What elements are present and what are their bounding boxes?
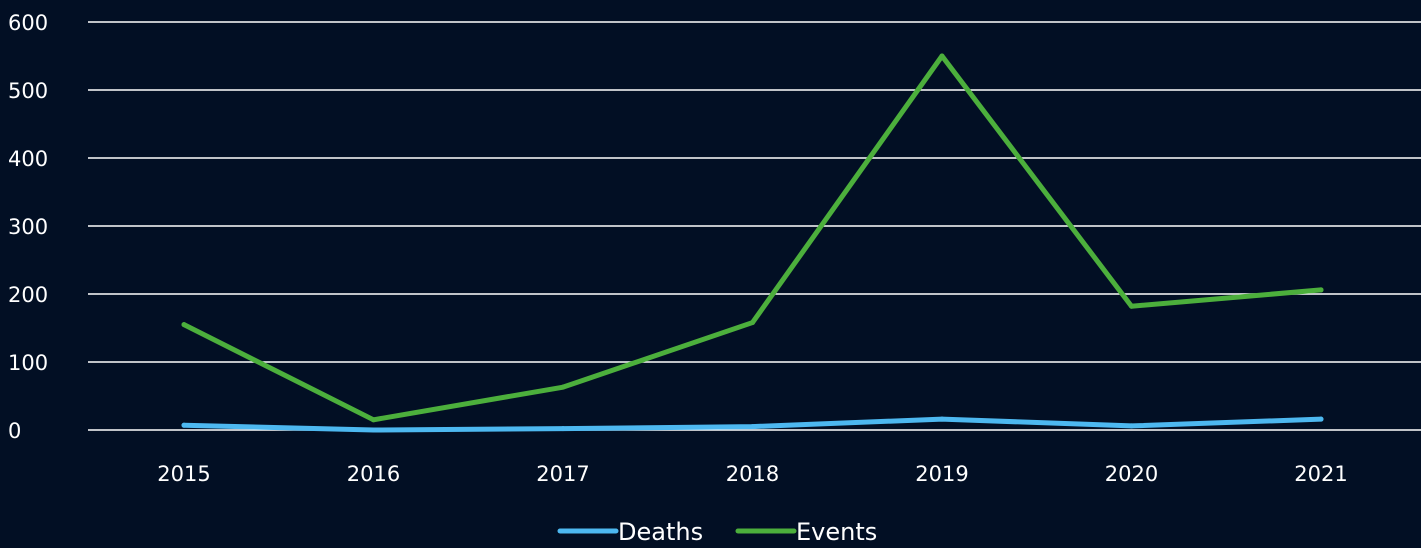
data-point-deaths	[560, 426, 566, 432]
x-tick-label: 2015	[157, 462, 210, 486]
legend-label: Deaths	[618, 518, 703, 546]
legend-item-events: Events	[735, 518, 877, 546]
y-tick-label: 100	[8, 351, 48, 375]
data-point-deaths	[181, 422, 187, 428]
data-point-deaths	[750, 424, 755, 430]
y-tick-label: 400	[8, 147, 48, 171]
y-tick-label: 300	[8, 215, 48, 239]
y-tick-label: 600	[8, 11, 48, 35]
x-tick-label: 2020	[1105, 462, 1158, 486]
data-point-deaths	[939, 416, 945, 422]
data-point-events	[371, 417, 376, 423]
x-axis-ticks: 2015 2016 2017 2018 2019 2020 2021	[157, 462, 1347, 486]
y-tick-label: 0	[8, 419, 21, 443]
x-tick-label: 2018	[726, 462, 779, 486]
data-point-events	[560, 384, 566, 390]
data-point-deaths	[1318, 416, 1324, 422]
x-tick-label: 2021	[1294, 462, 1347, 486]
data-point-events	[750, 320, 755, 326]
data-point-deaths	[371, 427, 376, 433]
series-lines	[181, 53, 1324, 433]
data-point-deaths	[1129, 423, 1134, 429]
legend-item-deaths: Deaths	[557, 518, 703, 546]
legend-label: Events	[796, 518, 877, 546]
data-point-events	[181, 322, 187, 328]
x-tick-label: 2016	[347, 462, 400, 486]
y-tick-label: 500	[8, 79, 48, 103]
x-tick-label: 2017	[536, 462, 589, 486]
series-line-events	[181, 53, 1324, 423]
gridlines	[88, 21, 1421, 431]
legend: Deaths Events	[557, 518, 877, 546]
y-axis-ticks: 0 100 200 300 400 500 600	[8, 11, 48, 443]
data-point-events	[1318, 287, 1324, 293]
data-point-events	[939, 53, 945, 59]
data-point-events	[1129, 303, 1134, 309]
x-tick-label: 2019	[915, 462, 968, 486]
y-tick-label: 200	[8, 283, 48, 307]
